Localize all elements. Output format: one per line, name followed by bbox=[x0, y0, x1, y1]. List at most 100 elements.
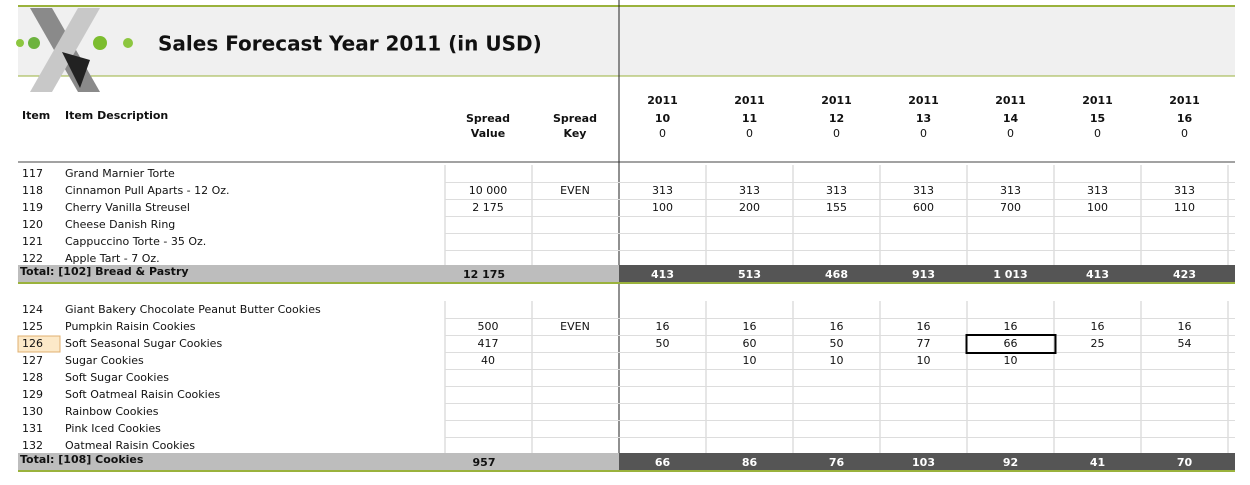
total-period: 513 bbox=[738, 268, 761, 281]
period-value: 0 bbox=[1007, 127, 1014, 140]
period-year: 2011 bbox=[734, 94, 765, 107]
period-year: 2011 bbox=[995, 94, 1026, 107]
item-description: Cinnamon Pull Aparts - 12 Oz. bbox=[65, 184, 230, 197]
period-value: 0 bbox=[746, 127, 753, 140]
period-number: 14 bbox=[1003, 112, 1019, 125]
period-cell[interactable]: 60 bbox=[743, 337, 757, 350]
period-cell[interactable]: 10 bbox=[1004, 354, 1018, 367]
period-cell[interactable]: 16 bbox=[1178, 320, 1192, 333]
title: Sales Forecast Year 2011 (in USD) bbox=[158, 32, 542, 56]
period-cell[interactable]: 600 bbox=[913, 201, 934, 214]
period-cell[interactable]: 16 bbox=[917, 320, 931, 333]
item-number: 121 bbox=[22, 235, 43, 248]
period-value: 0 bbox=[833, 127, 840, 140]
period-number: 12 bbox=[829, 112, 844, 125]
total-band bbox=[619, 453, 1235, 470]
period-year: 2011 bbox=[1082, 94, 1113, 107]
item-description: Cheese Danish Ring bbox=[65, 218, 175, 231]
period-number: 11 bbox=[742, 112, 757, 125]
period-cell[interactable]: 100 bbox=[652, 201, 673, 214]
total-period: 76 bbox=[829, 456, 845, 469]
spread-value[interactable]: 2 175 bbox=[472, 201, 504, 214]
period-value: 0 bbox=[920, 127, 927, 140]
period-year: 2011 bbox=[908, 94, 939, 107]
total-period: 86 bbox=[742, 456, 758, 469]
period-cell[interactable]: 77 bbox=[917, 337, 931, 350]
period-cell[interactable]: 313 bbox=[1174, 184, 1195, 197]
spread-value[interactable]: 500 bbox=[478, 320, 499, 333]
period-cell[interactable]: 16 bbox=[1091, 320, 1105, 333]
spread-key[interactable]: EVEN bbox=[560, 184, 590, 197]
total-period: 913 bbox=[912, 268, 935, 281]
item-description: Pink Iced Cookies bbox=[65, 422, 161, 435]
period-cell[interactable]: 700 bbox=[1000, 201, 1021, 214]
logo bbox=[16, 8, 133, 92]
period-cell[interactable]: 66 bbox=[1004, 337, 1018, 350]
period-cell[interactable]: 313 bbox=[652, 184, 673, 197]
period-value: 0 bbox=[1181, 127, 1188, 140]
spread-value[interactable]: 10 000 bbox=[469, 184, 508, 197]
period-cell[interactable]: 313 bbox=[739, 184, 760, 197]
item-description: Sugar Cookies bbox=[65, 354, 144, 367]
column-header: Value bbox=[471, 127, 505, 140]
period-number: 10 bbox=[655, 112, 671, 125]
period-year: 2011 bbox=[1169, 94, 1200, 107]
item-number: 119 bbox=[22, 201, 43, 214]
period-cell[interactable]: 16 bbox=[743, 320, 757, 333]
column-header: Spread bbox=[553, 112, 597, 125]
period-cell[interactable]: 16 bbox=[656, 320, 670, 333]
item-number: 130 bbox=[22, 405, 43, 418]
column-header: Item bbox=[22, 109, 50, 122]
period-cell[interactable]: 50 bbox=[830, 337, 844, 350]
period-number: 15 bbox=[1090, 112, 1105, 125]
item-number: 132 bbox=[22, 439, 43, 452]
item-number: 131 bbox=[22, 422, 43, 435]
period-cell[interactable]: 16 bbox=[1004, 320, 1018, 333]
period-number: 13 bbox=[916, 112, 931, 125]
period-cell[interactable]: 155 bbox=[826, 201, 847, 214]
period-cell[interactable]: 313 bbox=[1087, 184, 1108, 197]
period-cell[interactable]: 10 bbox=[743, 354, 757, 367]
period-cell[interactable]: 200 bbox=[739, 201, 760, 214]
spread-key[interactable]: EVEN bbox=[560, 320, 590, 333]
total-band bbox=[18, 453, 619, 470]
period-cell[interactable]: 313 bbox=[1000, 184, 1021, 197]
period-cell[interactable]: 16 bbox=[830, 320, 844, 333]
period-cell[interactable]: 313 bbox=[913, 184, 934, 197]
period-value: 0 bbox=[659, 127, 666, 140]
total-period: 468 bbox=[825, 268, 848, 281]
column-header: Spread bbox=[466, 112, 510, 125]
item-description: Soft Seasonal Sugar Cookies bbox=[65, 337, 222, 350]
item-description: Soft Sugar Cookies bbox=[65, 371, 169, 384]
total-period: 41 bbox=[1090, 456, 1105, 469]
header-band bbox=[18, 6, 1235, 76]
item-description: Cherry Vanilla Streusel bbox=[65, 201, 190, 214]
total-label: Total: [108] Cookies bbox=[20, 453, 144, 466]
item-number: 124 bbox=[22, 303, 43, 316]
period-cell[interactable]: 313 bbox=[826, 184, 847, 197]
item-description: Apple Tart - 7 Oz. bbox=[65, 252, 160, 265]
period-year: 2011 bbox=[647, 94, 678, 107]
period-cell[interactable]: 110 bbox=[1174, 201, 1195, 214]
item-number: 118 bbox=[22, 184, 43, 197]
period-cell[interactable]: 54 bbox=[1178, 337, 1192, 350]
total-band bbox=[619, 265, 1235, 282]
period-cell[interactable]: 50 bbox=[656, 337, 670, 350]
total-spread-value: 12 175 bbox=[463, 268, 505, 281]
period-cell[interactable]: 25 bbox=[1091, 337, 1105, 350]
spread-value[interactable]: 417 bbox=[478, 337, 499, 350]
total-period: 413 bbox=[651, 268, 674, 281]
period-cell[interactable]: 10 bbox=[830, 354, 844, 367]
total-period: 1 013 bbox=[993, 268, 1027, 281]
period-cell[interactable]: 10 bbox=[917, 354, 931, 367]
total-period: 103 bbox=[912, 456, 935, 469]
period-cell[interactable]: 100 bbox=[1087, 201, 1108, 214]
item-number: 126 bbox=[22, 337, 43, 350]
total-period: 423 bbox=[1173, 268, 1196, 281]
total-spread-value: 957 bbox=[473, 456, 496, 469]
selected-row-marker bbox=[17, 335, 61, 353]
item-number: 128 bbox=[22, 371, 43, 384]
spread-value[interactable]: 40 bbox=[481, 354, 495, 367]
